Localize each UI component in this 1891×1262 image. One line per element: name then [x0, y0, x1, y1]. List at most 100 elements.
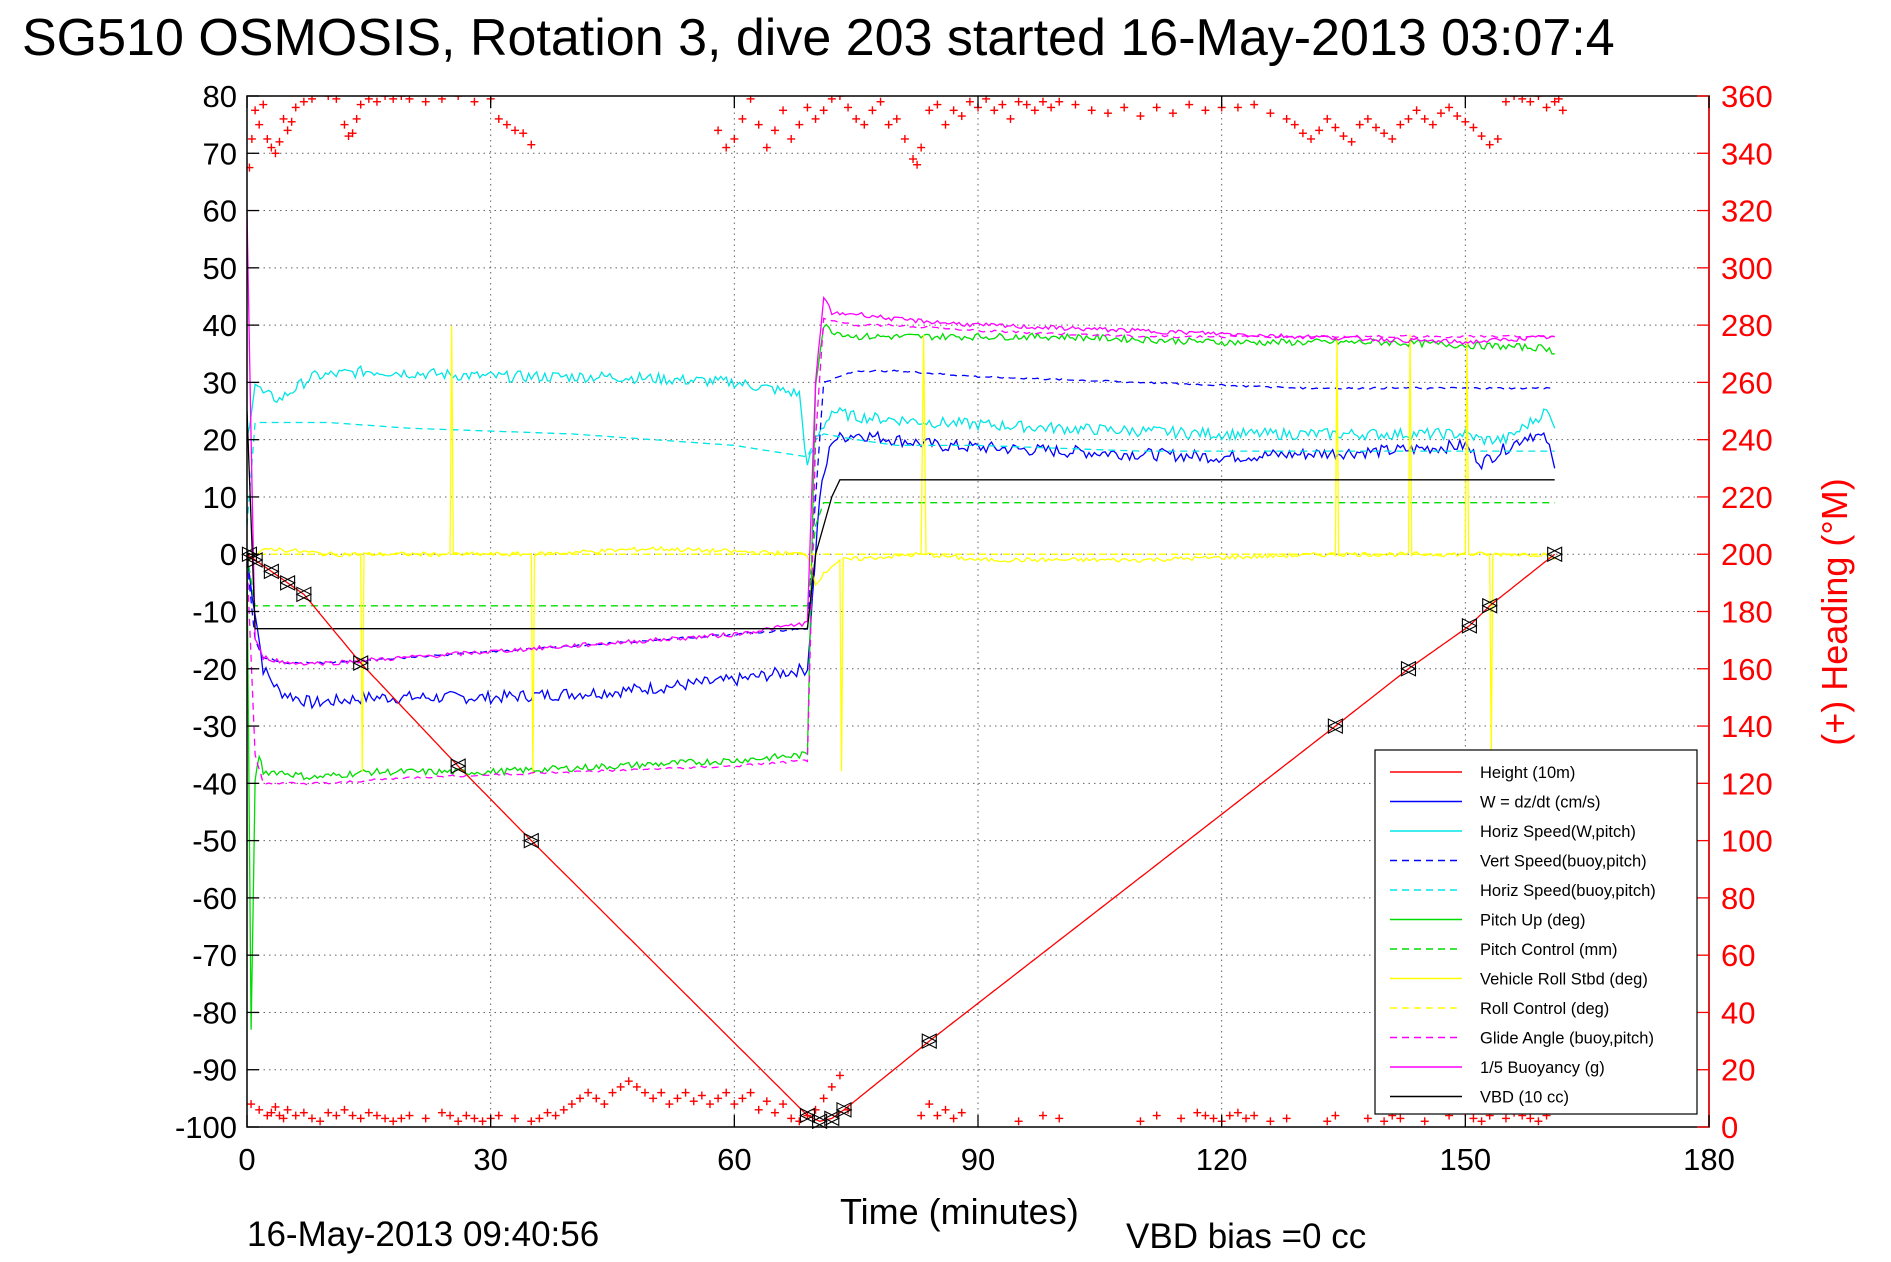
height-marker — [823, 1110, 841, 1127]
height-marker — [921, 1033, 938, 1049]
heading-marker — [965, 97, 974, 106]
heading-marker — [502, 120, 511, 129]
legend-entry: Roll Control (deg) — [1480, 1000, 1609, 1018]
legend-entry: 1/5 Buoyancy (g) — [1480, 1059, 1605, 1077]
heading-marker — [1404, 114, 1413, 123]
y-tick-label: -70 — [192, 938, 237, 973]
legend-entry: Horiz Speed(W,pitch) — [1480, 823, 1636, 841]
heading-marker — [332, 1111, 341, 1120]
heading-marker — [754, 120, 763, 129]
heading-marker — [1250, 100, 1259, 109]
heading-marker — [746, 1088, 755, 1097]
heading-marker — [803, 1111, 812, 1120]
heading-marker — [1485, 140, 1494, 149]
heading-marker — [1347, 137, 1356, 146]
heading-marker — [324, 96, 333, 100]
plot-area — [247, 211, 1556, 1122]
heading-marker — [454, 1117, 463, 1126]
height-marker — [246, 552, 264, 568]
heading-marker — [344, 132, 353, 141]
y2-tick-label: 180 — [1721, 595, 1773, 630]
heading-marker — [1177, 1114, 1186, 1123]
heading-marker — [397, 1114, 406, 1123]
heading-marker — [511, 1114, 520, 1123]
y2-tick-label: 20 — [1721, 1053, 1755, 1088]
series-line — [247, 502, 1555, 607]
heading-marker — [884, 120, 893, 129]
heading-marker — [462, 1111, 471, 1120]
heading-marker — [1420, 114, 1429, 123]
heading-marker — [1469, 1114, 1478, 1123]
x-tick-label: 90 — [961, 1142, 995, 1177]
heading-marker — [714, 126, 723, 135]
heading-marker — [1477, 132, 1486, 141]
y-tick-label: -10 — [192, 595, 237, 630]
height-marker — [1481, 597, 1498, 614]
y-tick-label: 50 — [203, 251, 237, 286]
heading-marker — [1445, 103, 1454, 112]
y-tick-label: 20 — [203, 423, 237, 458]
legend: Height (10m) W = dz/dt (cm/s) Horiz Speed(… — [1374, 749, 1698, 1115]
heading-marker — [811, 114, 820, 123]
heading-marker — [1396, 1114, 1405, 1123]
y2-tick-label: 60 — [1721, 938, 1755, 973]
heading-marker — [478, 1117, 487, 1126]
heading-marker — [649, 1094, 658, 1103]
heading-marker — [1055, 97, 1064, 106]
right-y-axis-label: (+) Heading (°M) — [1814, 478, 1855, 745]
heading-marker — [925, 106, 934, 115]
heading-marker — [738, 114, 747, 123]
series-line — [247, 553, 1556, 1122]
heading-marker — [949, 106, 958, 115]
y-tick-label: 30 — [203, 365, 237, 400]
heading-marker — [1103, 109, 1112, 118]
heading-marker — [1526, 1114, 1535, 1123]
legend-entry: Height (10m) — [1480, 764, 1575, 782]
heading-marker — [324, 1108, 333, 1117]
heading-marker — [795, 120, 804, 129]
height-marker — [1400, 660, 1417, 677]
heading-marker — [576, 1094, 585, 1103]
heading-marker — [1282, 1114, 1291, 1123]
heading-marker — [844, 103, 853, 112]
heading-marker — [559, 1105, 568, 1114]
heading-marker — [527, 1117, 536, 1126]
heading-marker — [892, 114, 901, 123]
heading-marker — [1534, 1117, 1543, 1126]
heading-marker — [247, 1100, 256, 1109]
heading-marker — [900, 134, 909, 143]
heading-marker — [876, 97, 885, 106]
heading-marker — [437, 1108, 446, 1117]
y2-tick-label: 220 — [1721, 480, 1773, 515]
heading-marker — [1136, 1117, 1145, 1126]
heading-marker — [1461, 117, 1470, 126]
heading-marker — [1055, 1114, 1064, 1123]
heading-marker — [494, 1111, 503, 1120]
y2-tick-label: 0 — [1721, 1110, 1738, 1145]
heading-marker — [259, 100, 268, 109]
heading-marker — [779, 1100, 788, 1109]
heading-marker — [860, 120, 869, 129]
legend-box — [1374, 749, 1698, 1115]
heading-marker — [1501, 97, 1510, 106]
heading-marker — [348, 129, 357, 138]
y-tick-label: -80 — [192, 995, 237, 1030]
heading-marker — [803, 103, 812, 112]
heading-marker — [454, 96, 463, 100]
heading-marker — [470, 1114, 479, 1123]
series-line — [247, 364, 1556, 466]
heading-marker — [356, 100, 365, 109]
heading-marker — [1185, 100, 1194, 109]
heading-marker — [1388, 134, 1397, 143]
y2-tick-label: 340 — [1721, 136, 1773, 171]
heading-marker — [470, 97, 479, 106]
heading-marker — [519, 129, 528, 138]
heading-marker — [263, 134, 272, 143]
x-tick-label: 60 — [717, 1142, 751, 1177]
heading-marker — [271, 149, 280, 158]
heading-marker — [1412, 106, 1421, 115]
legend-entry: Glide Angle (buoy,pitch) — [1480, 1030, 1654, 1048]
heading-marker — [381, 1114, 390, 1123]
heading-marker — [1136, 112, 1145, 121]
